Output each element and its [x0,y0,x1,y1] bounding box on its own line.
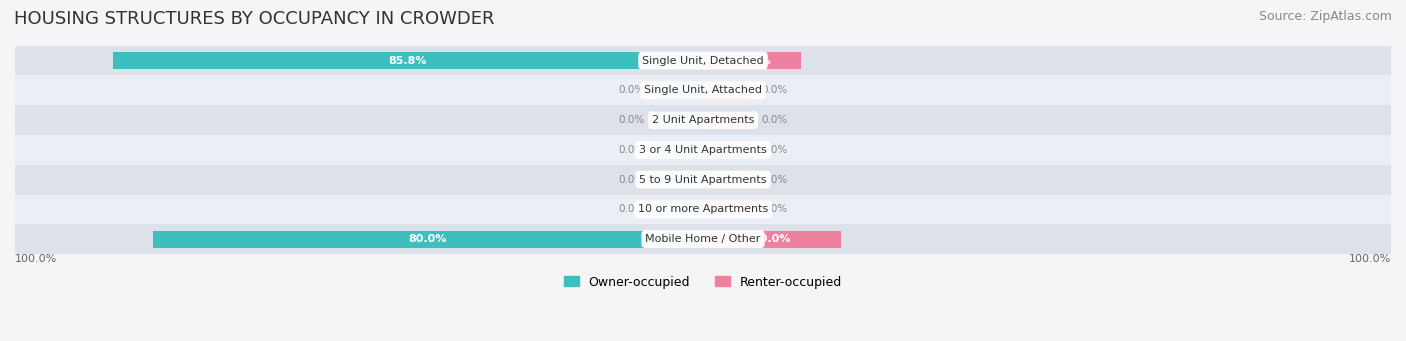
Bar [15,194,1391,224]
Text: Single Unit, Detached: Single Unit, Detached [643,56,763,65]
Bar [655,82,703,99]
Text: 85.8%: 85.8% [388,56,427,65]
Text: 0.0%: 0.0% [762,85,787,95]
Text: 100.0%: 100.0% [1348,254,1391,264]
Text: 0.0%: 0.0% [619,85,644,95]
Bar [15,165,1391,194]
Text: 0.0%: 0.0% [762,204,787,214]
Bar [15,75,1391,105]
Bar [703,231,841,248]
Text: Single Unit, Attached: Single Unit, Attached [644,85,762,95]
Text: 0.0%: 0.0% [619,115,644,125]
Text: Mobile Home / Other: Mobile Home / Other [645,234,761,244]
Text: 0.0%: 0.0% [762,175,787,184]
Bar [655,201,703,218]
Legend: Owner-occupied, Renter-occupied: Owner-occupied, Renter-occupied [558,271,848,294]
Text: 14.2%: 14.2% [733,56,772,65]
Bar [15,105,1391,135]
Bar [703,112,751,129]
Bar [703,82,751,99]
Text: Source: ZipAtlas.com: Source: ZipAtlas.com [1258,10,1392,23]
Bar [655,171,703,188]
Bar [703,171,751,188]
Bar [153,231,703,248]
Bar [703,52,800,69]
Text: 0.0%: 0.0% [619,204,644,214]
Bar [15,46,1391,75]
Bar [112,52,703,69]
Text: 0.0%: 0.0% [762,115,787,125]
Text: 0.0%: 0.0% [762,145,787,155]
Text: 3 or 4 Unit Apartments: 3 or 4 Unit Apartments [640,145,766,155]
Text: 20.0%: 20.0% [752,234,792,244]
Bar [703,201,751,218]
Bar [655,141,703,159]
Bar [15,135,1391,165]
Text: HOUSING STRUCTURES BY OCCUPANCY IN CROWDER: HOUSING STRUCTURES BY OCCUPANCY IN CROWD… [14,10,495,28]
Text: 0.0%: 0.0% [619,175,644,184]
Text: 0.0%: 0.0% [619,145,644,155]
Bar [655,112,703,129]
Text: 80.0%: 80.0% [409,234,447,244]
Text: 5 to 9 Unit Apartments: 5 to 9 Unit Apartments [640,175,766,184]
Bar [703,141,751,159]
Text: 2 Unit Apartments: 2 Unit Apartments [652,115,754,125]
Text: 10 or more Apartments: 10 or more Apartments [638,204,768,214]
Bar [15,224,1391,254]
Text: 100.0%: 100.0% [15,254,58,264]
